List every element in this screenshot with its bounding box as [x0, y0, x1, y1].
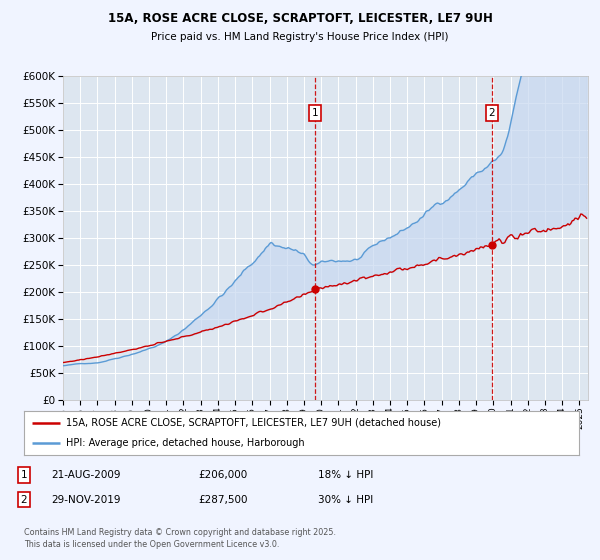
Text: 15A, ROSE ACRE CLOSE, SCRAPTOFT, LEICESTER, LE7 9UH (detached house): 15A, ROSE ACRE CLOSE, SCRAPTOFT, LEICEST…	[65, 418, 440, 428]
Text: 1: 1	[311, 108, 319, 118]
Text: Price paid vs. HM Land Registry's House Price Index (HPI): Price paid vs. HM Land Registry's House …	[151, 32, 449, 43]
Text: 30% ↓ HPI: 30% ↓ HPI	[318, 494, 373, 505]
Text: £287,500: £287,500	[198, 494, 248, 505]
Text: 29-NOV-2019: 29-NOV-2019	[51, 494, 121, 505]
Text: 18% ↓ HPI: 18% ↓ HPI	[318, 470, 373, 480]
Text: Contains HM Land Registry data © Crown copyright and database right 2025.
This d: Contains HM Land Registry data © Crown c…	[24, 528, 336, 549]
Text: 21-AUG-2009: 21-AUG-2009	[51, 470, 121, 480]
Text: £206,000: £206,000	[198, 470, 247, 480]
Text: 2: 2	[20, 494, 28, 505]
Text: 2: 2	[488, 108, 495, 118]
Text: HPI: Average price, detached house, Harborough: HPI: Average price, detached house, Harb…	[65, 438, 304, 448]
Text: 15A, ROSE ACRE CLOSE, SCRAPTOFT, LEICESTER, LE7 9UH: 15A, ROSE ACRE CLOSE, SCRAPTOFT, LEICEST…	[107, 12, 493, 25]
Text: 1: 1	[20, 470, 28, 480]
